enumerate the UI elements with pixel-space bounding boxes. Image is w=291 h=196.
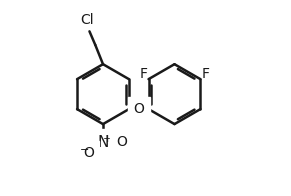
Text: +: + (103, 134, 112, 144)
Text: O: O (116, 135, 127, 149)
Text: −: − (79, 145, 89, 155)
Text: F: F (201, 67, 209, 81)
Text: N: N (97, 135, 109, 150)
Text: F: F (139, 67, 147, 81)
Text: O: O (83, 146, 94, 160)
Text: Cl: Cl (80, 13, 93, 26)
Text: O: O (133, 102, 144, 116)
